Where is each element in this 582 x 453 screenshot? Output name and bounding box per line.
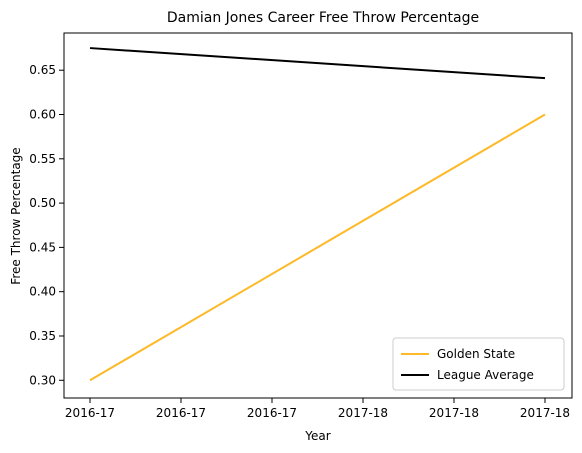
y-tick-label: 0.30 — [29, 373, 56, 387]
y-tick-label: 0.40 — [29, 285, 56, 299]
y-tick-label: 0.60 — [29, 108, 56, 122]
x-tick-label: 2016-17 — [156, 406, 206, 420]
x-axis-label: Year — [304, 429, 330, 443]
plot-frame — [63, 32, 573, 399]
x-tick-label: 2017-18 — [338, 406, 388, 420]
y-tick-label: 0.45 — [29, 240, 56, 254]
y-tick-label: 0.35 — [29, 329, 56, 343]
y-axis-label: Free Throw Percentage — [9, 147, 23, 284]
chart-title: Damian Jones Career Free Throw Percentag… — [167, 10, 479, 26]
legend: Golden State League Average — [392, 337, 565, 391]
x-tick-label: 2017-18 — [429, 406, 479, 420]
series-line-league-average — [89, 47, 546, 80]
y-tick-label: 0.55 — [29, 152, 56, 166]
legend-label: Golden State — [437, 347, 515, 361]
plot-area: 0.30 0.35 0.40 0.45 0.50 0.55 0.60 0.65 2016-17 2… — [29, 47, 570, 420]
y-tick-label: 0.65 — [29, 63, 56, 77]
legend-label: League Average — [437, 368, 534, 382]
x-tick-label: 2017-18 — [520, 406, 570, 420]
x-tick-label: 2016-17 — [65, 406, 115, 420]
y-tick-label: 0.50 — [29, 196, 56, 210]
legend-box — [392, 337, 565, 391]
x-tick-label: 2016-17 — [247, 406, 297, 420]
series-line-golden-state — [89, 113, 546, 382]
